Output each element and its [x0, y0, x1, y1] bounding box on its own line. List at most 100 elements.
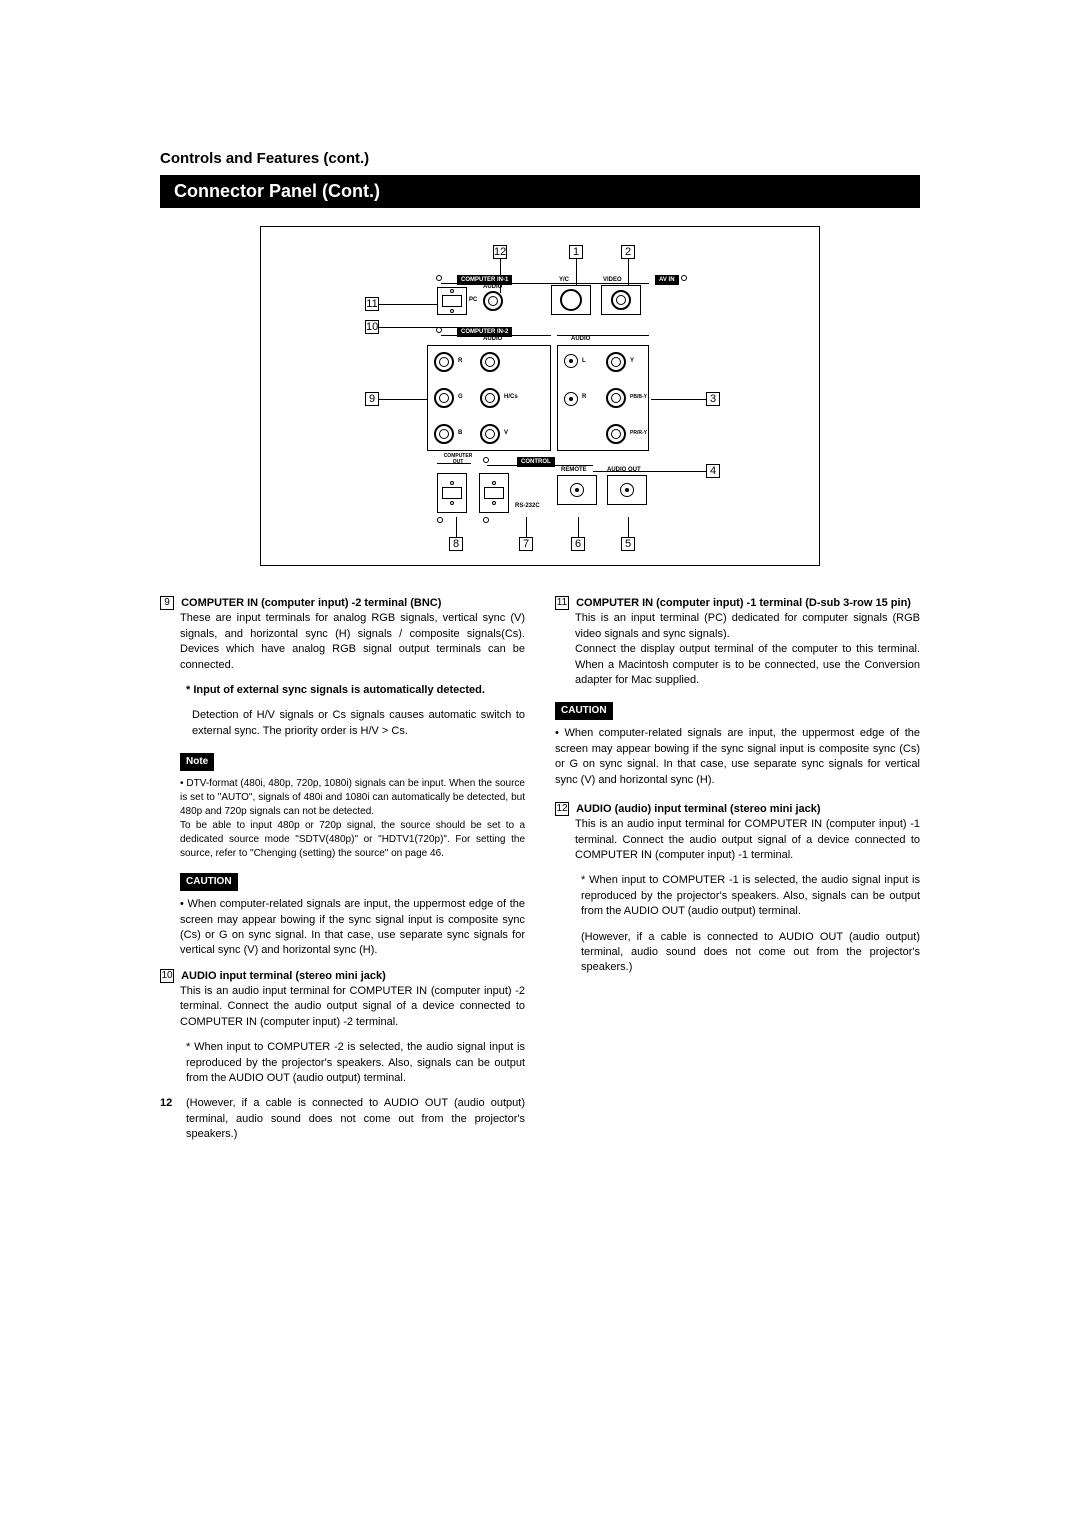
- label-audio2: AUDIO: [483, 336, 502, 342]
- remote-group: [557, 475, 597, 505]
- caution-badge: CAUTION: [180, 873, 238, 891]
- item-12: 12 AUDIO (audio) input terminal (stereo …: [555, 802, 920, 976]
- bnc-y: [606, 352, 626, 372]
- item-11-num: 11: [555, 596, 569, 610]
- item-12-num: 12: [555, 802, 569, 816]
- left-column: 9 COMPUTER IN (computer input) -2 termin…: [160, 596, 525, 1143]
- bnc-v: [480, 424, 500, 444]
- bnc-pbby: [606, 388, 626, 408]
- item-11-title: COMPUTER IN (computer input) -1 terminal…: [576, 597, 911, 609]
- callout-2: 2: [621, 245, 635, 259]
- label-pc: PC: [469, 297, 477, 303]
- dsub-rs232c: [479, 473, 509, 513]
- leader: [456, 517, 457, 537]
- caution-badge-right: CAUTION: [555, 702, 613, 720]
- callout-8: 8: [449, 537, 463, 551]
- bnc-b: [434, 424, 454, 444]
- page-number: 12: [160, 1096, 180, 1142]
- audio-out-group: [607, 475, 647, 505]
- label-pbby: PB/B-Y: [630, 394, 647, 400]
- item-9-body: These are input terminals for analog RGB…: [180, 611, 525, 673]
- item-10-num: 10: [160, 969, 174, 983]
- rca-r: [564, 392, 578, 406]
- item-9-star: * Input of external sync signals is auto…: [186, 683, 525, 698]
- screw-icon: [483, 457, 489, 463]
- leader: [651, 399, 706, 400]
- note-body: • DTV-format (480i, 480p, 720p, 1080i) s…: [180, 777, 525, 861]
- svideo-group: [551, 285, 591, 315]
- item-10: 10 AUDIO input terminal (stereo mini jac…: [160, 969, 525, 1143]
- label-rs232c: RS-232C: [515, 503, 540, 509]
- item-9-star-body: Detection of H/V signals or Cs signals c…: [192, 708, 525, 739]
- callout-5: 5: [621, 537, 635, 551]
- callout-11: 11: [365, 297, 379, 311]
- bnc-grid-left: R G H/Cs B V: [427, 345, 551, 451]
- screw-icon: [437, 517, 443, 523]
- item-9-num: 9: [160, 596, 174, 610]
- callout-12: 12: [493, 245, 507, 259]
- item-9-title: COMPUTER IN (computer input) -2 terminal…: [181, 597, 441, 609]
- item-11-body: This is an input terminal (PC) dedicated…: [575, 611, 920, 688]
- item-10-paren: (However, if a cable is connected to AUD…: [186, 1096, 525, 1142]
- leader: [551, 283, 649, 284]
- bnc-hcs: [480, 388, 500, 408]
- callout-9: 9: [365, 392, 379, 406]
- dsub-computer-out: [437, 473, 467, 513]
- label-r: R: [458, 358, 462, 364]
- label-y: Y: [630, 358, 634, 364]
- leader: [437, 463, 471, 464]
- bnc-g: [434, 388, 454, 408]
- connector-diagram: 12 1 2 11 10 9 3 4 8 7 6 5 COMPUTER IN-1…: [260, 226, 820, 566]
- item-10-star: * When input to COMPUTER -2 is selected,…: [186, 1040, 525, 1086]
- svideo-connector: [560, 289, 582, 311]
- callout-6: 6: [571, 537, 585, 551]
- screw-icon: [436, 327, 442, 333]
- jack-audio-out: [620, 483, 634, 497]
- label-audio-out: AUDIO OUT: [607, 467, 641, 473]
- callout-10: 10: [365, 320, 379, 334]
- leader: [578, 517, 579, 537]
- screw-icon: [436, 275, 442, 281]
- bnc-prry: [606, 424, 626, 444]
- bnc-r: [434, 352, 454, 372]
- section-title: Controls and Features (cont.): [160, 150, 920, 167]
- item-12-body: This is an audio input terminal for COMP…: [575, 817, 920, 863]
- caution-body-right: • When computer-related signals are inpu…: [555, 726, 920, 788]
- item-9: 9 COMPUTER IN (computer input) -2 termin…: [160, 596, 525, 739]
- leader: [379, 399, 427, 400]
- right-column: 11 COMPUTER IN (computer input) -1 termi…: [555, 596, 920, 1143]
- leader: [379, 304, 437, 305]
- item-12-star: * When input to COMPUTER -1 is selected,…: [581, 873, 920, 919]
- caution-body: • When computer-related signals are inpu…: [180, 897, 525, 959]
- text-columns: 9 COMPUTER IN (computer input) -2 termin…: [160, 596, 920, 1143]
- screw-icon: [681, 275, 687, 281]
- label-prry: PR/R-Y: [630, 430, 647, 436]
- label-audio: AUDIO: [483, 284, 502, 290]
- item-10-body: This is an audio input terminal for COMP…: [180, 984, 525, 1030]
- label-audio3: AUDIO: [571, 336, 590, 342]
- note-badge: Note: [180, 753, 214, 771]
- item-10-title: AUDIO input terminal (stereo mini jack): [181, 970, 386, 982]
- label-video: VIDEO: [603, 277, 622, 283]
- label-hcs: H/Cs: [504, 394, 518, 400]
- leader: [487, 465, 593, 466]
- bnc-video: [611, 290, 631, 310]
- video-group: [601, 285, 641, 315]
- callout-4: 4: [706, 464, 720, 478]
- bnc-audio1: [483, 291, 503, 311]
- label-l: L: [582, 358, 586, 364]
- avin-grid: L Y R PB/B-Y PR/R-Y: [557, 345, 649, 451]
- label-b: B: [458, 430, 462, 436]
- callout-7: 7: [519, 537, 533, 551]
- bnc-audio-in2: [480, 352, 500, 372]
- leader: [628, 517, 629, 537]
- item-12-paren: (However, if a cable is connected to AUD…: [581, 930, 920, 976]
- label-g: G: [458, 394, 463, 400]
- label-av-in: AV IN: [655, 275, 679, 285]
- callout-3: 3: [706, 392, 720, 406]
- label-r2: R: [582, 394, 586, 400]
- leader: [526, 517, 527, 537]
- jack-remote: [570, 483, 584, 497]
- callout-1: 1: [569, 245, 583, 259]
- leader: [557, 335, 649, 336]
